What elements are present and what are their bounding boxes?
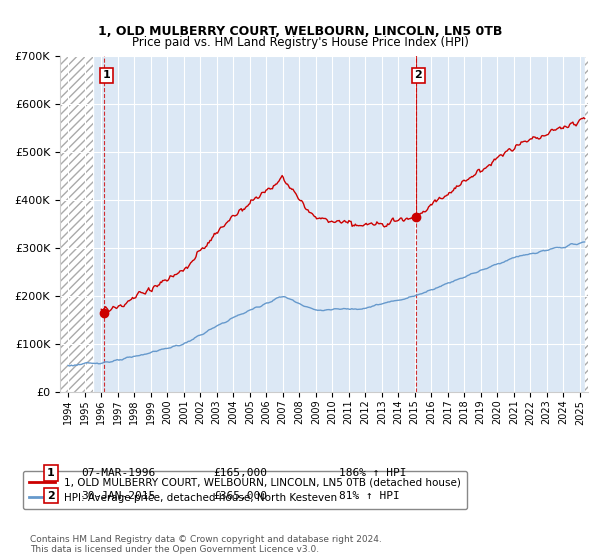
Text: 07-MAR-1996: 07-MAR-1996: [81, 468, 155, 478]
Text: £365,000: £365,000: [213, 491, 267, 501]
Text: £165,000: £165,000: [213, 468, 267, 478]
Text: Contains HM Land Registry data © Crown copyright and database right 2024.
This d: Contains HM Land Registry data © Crown c…: [30, 535, 382, 554]
Text: Price paid vs. HM Land Registry's House Price Index (HPI): Price paid vs. HM Land Registry's House …: [131, 36, 469, 49]
Bar: [584, 56, 588, 392]
Text: 186% ↑ HPI: 186% ↑ HPI: [339, 468, 407, 478]
Text: 1, OLD MULBERRY COURT, WELBOURN, LINCOLN, LN5 0TB: 1, OLD MULBERRY COURT, WELBOURN, LINCOLN…: [98, 25, 502, 38]
Bar: [60, 56, 93, 392]
Text: 2: 2: [415, 71, 422, 81]
Text: 30-JAN-2015: 30-JAN-2015: [81, 491, 155, 501]
Bar: [584, 56, 588, 392]
Text: 1: 1: [103, 71, 110, 81]
Legend: 1, OLD MULBERRY COURT, WELBOURN, LINCOLN, LN5 0TB (detached house), HPI: Average: 1, OLD MULBERRY COURT, WELBOURN, LINCOLN…: [23, 471, 467, 509]
Text: 81% ↑ HPI: 81% ↑ HPI: [339, 491, 400, 501]
Bar: [60, 56, 93, 392]
Text: 2: 2: [47, 491, 55, 501]
Text: 1: 1: [47, 468, 55, 478]
